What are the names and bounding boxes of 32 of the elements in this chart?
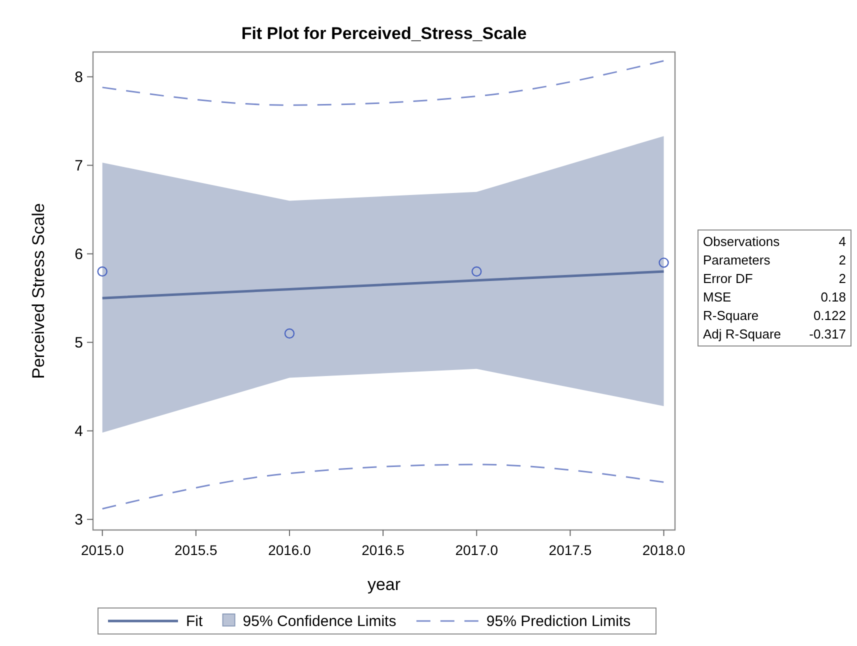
text: R-Square 0.122: [703, 308, 846, 323]
x-tick-label: 2017.5: [548, 542, 592, 558]
text: Adj R-Square -0.317: [703, 326, 846, 342]
legend-label: Fit: [186, 613, 204, 630]
text: Observations 4: [703, 234, 846, 249]
x-tick-label: 2018.0: [642, 542, 686, 558]
x-tick-label: 2016.0: [268, 542, 312, 558]
point: [284, 328, 295, 339]
y-tick-label: 3: [74, 511, 83, 528]
line-series: [102, 60, 665, 106]
point: [97, 266, 108, 277]
legend-label: 95% Prediction Limits: [486, 613, 631, 630]
y-tick-label: 6: [74, 246, 83, 263]
text: Error DF 2: [703, 271, 846, 286]
line-series: [102, 464, 665, 510]
text: Parameters 2: [703, 252, 846, 268]
y-axis-title: Perceived Stress Scale: [29, 203, 48, 379]
chart-title: Fit Plot for Perceived_Stress_Scale: [241, 24, 527, 43]
x-tick-label: 2016.5: [362, 542, 405, 558]
y-tick-label: 4: [74, 422, 83, 440]
y-tick-label: 5: [74, 334, 83, 352]
y-tick-label: 7: [74, 157, 83, 174]
x-axis-title: year: [367, 575, 401, 594]
x-tick-label: 2015.0: [80, 542, 124, 558]
x-tick-label: 2015.5: [174, 542, 218, 558]
text: MSE 0.18: [703, 290, 846, 304]
x-tick-label: 2017.0: [455, 542, 498, 558]
point: [472, 266, 482, 277]
line-series: [101, 270, 666, 300]
point: [658, 258, 669, 268]
text: 95% Confidence Limits: [242, 613, 396, 630]
y-tick-label: 8: [74, 68, 83, 86]
